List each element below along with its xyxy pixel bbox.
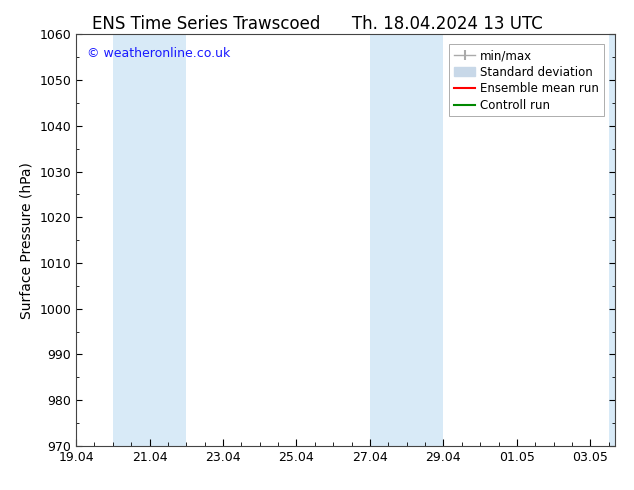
Legend: min/max, Standard deviation, Ensemble mean run, Controll run: min/max, Standard deviation, Ensemble me… [450, 44, 604, 117]
Bar [113, 34, 186, 446]
Text: © weatheronline.co.uk: © weatheronline.co.uk [87, 47, 230, 60]
Bar [609, 34, 634, 446]
Text: ENS Time Series Trawscoed      Th. 18.04.2024 13 UTC: ENS Time Series Trawscoed Th. 18.04.2024… [92, 15, 542, 33]
Bar [370, 34, 443, 446]
Y-axis label: Surface Pressure (hPa): Surface Pressure (hPa) [20, 162, 34, 318]
